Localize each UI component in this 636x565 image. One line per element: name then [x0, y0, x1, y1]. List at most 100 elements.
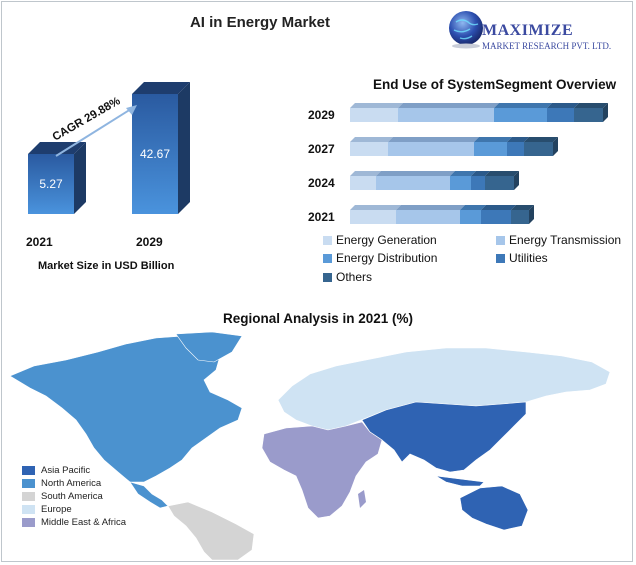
segment-bar [396, 210, 460, 224]
bar-top [28, 142, 86, 154]
year-label-2021: 2021 [26, 235, 53, 249]
region-central-america [129, 481, 169, 509]
segment-bar [494, 108, 547, 122]
region-madagascar [358, 490, 366, 508]
legend-swatch [22, 479, 35, 488]
legend-swatch [22, 518, 35, 527]
segment-bar [350, 142, 388, 156]
segment-bar [398, 108, 494, 122]
segment-bar [350, 210, 396, 224]
segment-bar [507, 142, 524, 156]
year-label-2029: 2029 [136, 235, 163, 249]
legend-swatch [22, 466, 35, 475]
legend-label: Energy Transmission [509, 233, 622, 247]
market-size-caption: Market Size in USD Billion [38, 260, 175, 272]
region-greenland [175, 331, 243, 363]
map-legend-north-america: North America [22, 477, 126, 490]
legend-swatch [496, 235, 505, 245]
segment-bar-top [376, 171, 455, 176]
legend-swatch [496, 253, 505, 263]
legend-others: Others [323, 270, 372, 284]
segment-bar-top [350, 171, 381, 176]
segment-bar-top [396, 205, 465, 210]
legend-label: Others [336, 270, 373, 284]
legend-label: Europe [41, 504, 72, 515]
legend-energy-distribution: Energy Distribution [323, 251, 437, 265]
map-legend-south-america: South America [22, 490, 126, 503]
region-asia-pacific [361, 401, 527, 473]
bar-value-label: 5.27 [39, 177, 63, 191]
segment-bar-top [474, 137, 512, 142]
segment-bar-top [450, 171, 476, 176]
page-title: AI in Energy Market [189, 14, 331, 31]
bar-side [74, 142, 86, 214]
segment-bar-side [553, 137, 558, 156]
segment-bar-top [524, 137, 558, 142]
segment-bar [511, 210, 529, 224]
segment-bar-top [507, 137, 529, 142]
bar-front [132, 94, 178, 214]
segment-bar-top [350, 137, 393, 142]
cagr-arrow-head-icon [126, 105, 137, 115]
legend-label: Energy Distribution [336, 251, 438, 265]
bar-front [28, 154, 74, 214]
legend-label: South America [41, 491, 103, 502]
segment-chart: 2029 2027 2024 2021 [308, 103, 608, 224]
legend-label: Middle East & Africa [41, 517, 127, 528]
logo-text-main: MAXIMIZE [482, 22, 574, 39]
segment-bar [574, 108, 603, 122]
segment-bar-top [574, 103, 608, 108]
segment-bar [376, 176, 450, 190]
map-legend-mea: Middle East & Africa [22, 516, 126, 529]
legend-label: North America [41, 478, 102, 489]
segment-bar-top [494, 103, 552, 108]
segment-bar-top [350, 205, 401, 210]
map-legend: Asia Pacific North America South America… [22, 464, 126, 529]
segment-title: End Use of SystemSegment Overview [373, 77, 617, 92]
segment-bar [524, 142, 553, 156]
legend-swatch [22, 505, 35, 514]
segment-bar-top [481, 205, 516, 210]
legend-energy-transmission: Energy Transmission [496, 233, 621, 247]
legend-swatch [323, 253, 332, 263]
segment-bar-top [471, 171, 490, 176]
segment-bar-top [398, 103, 499, 108]
bar-top [132, 82, 190, 94]
cagr-arrow-line [55, 108, 132, 157]
segment-year-label: 2024 [308, 176, 335, 190]
legend-label: Energy Generation [336, 233, 437, 247]
map-legend-asia-pacific: Asia Pacific [22, 464, 126, 477]
segment-year-label: 2021 [308, 210, 335, 224]
legend-label: Utilities [509, 251, 548, 265]
segment-bar [350, 176, 376, 190]
segment-bar-top [388, 137, 479, 142]
segment-bar-top [460, 205, 486, 210]
segment-bar-side [529, 205, 534, 224]
segment-bar [460, 210, 481, 224]
segment-bar [485, 176, 514, 190]
legend-utilities: Utilities [496, 251, 548, 265]
legend-label: Asia Pacific [41, 465, 91, 476]
segment-bar [450, 176, 471, 190]
world-map [9, 331, 611, 560]
segment-bar [474, 142, 507, 156]
region-oceania [459, 485, 529, 531]
region-middle-east-africa [261, 421, 383, 519]
logo-text-sub: MARKET RESEARCH PVT. LTD. [482, 41, 612, 51]
bar-side [178, 82, 190, 214]
region-north-america [9, 335, 243, 483]
legend-swatch [22, 492, 35, 501]
regional-title: Regional Analysis in 2021 (%) [222, 311, 414, 326]
segment-bar-top [485, 171, 519, 176]
legend-energy-generation: Energy Generation [323, 233, 437, 247]
segment-bar-side [603, 103, 608, 122]
segment-bar [547, 108, 574, 122]
globe-logo-icon [449, 11, 483, 49]
segment-bar [481, 210, 511, 224]
map-legend-europe: Europe [22, 503, 126, 516]
segment-bar-top [511, 205, 534, 210]
region-south-america [167, 501, 255, 560]
segment-year-label: 2029 [308, 108, 335, 122]
segment-year-label: 2027 [308, 142, 335, 156]
